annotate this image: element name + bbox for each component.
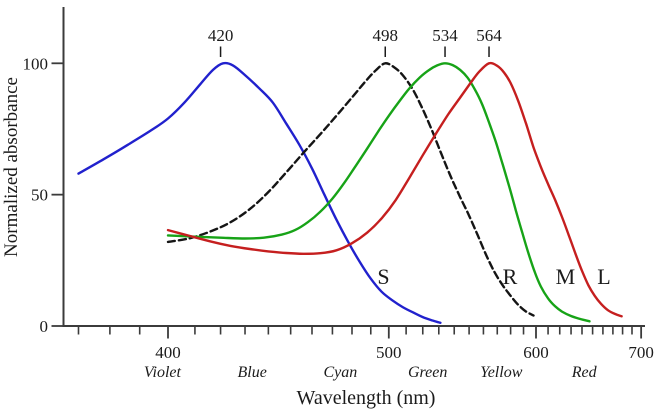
band-label-yellow: Yellow <box>480 364 522 381</box>
curve-label-s: S <box>377 264 389 289</box>
y-tick-label: 100 <box>23 54 49 73</box>
x-tick-label: 500 <box>376 343 402 362</box>
band-label-green: Green <box>408 364 447 381</box>
peak-label-564: 564 <box>476 26 502 45</box>
band-label-blue: Blue <box>237 364 266 381</box>
y-tick-label: 0 <box>40 317 49 336</box>
y-axis-title: Normalized absorbance <box>1 77 22 257</box>
peak-label-534: 534 <box>432 26 458 45</box>
y-tick-label: 50 <box>31 186 48 205</box>
band-label-cyan: Cyan <box>323 364 357 381</box>
curve-label-r: R <box>503 264 518 289</box>
curve-l <box>166 61 623 318</box>
peak-label-420: 420 <box>208 26 234 45</box>
curve-m <box>166 62 591 323</box>
x-tick-label: 400 <box>155 343 181 362</box>
curve-label-l: L <box>597 264 610 289</box>
x-axis-title: Wavelength (nm) <box>297 387 436 409</box>
x-tick-label: 700 <box>628 343 654 362</box>
curve-label-m: M <box>556 264 576 289</box>
curve-r <box>166 62 535 317</box>
band-label-red: Red <box>571 364 598 381</box>
band-label-violet: Violet <box>144 364 182 381</box>
peak-label-498: 498 <box>373 26 399 45</box>
x-tick-label: 600 <box>523 343 549 362</box>
curve-s <box>77 61 442 324</box>
